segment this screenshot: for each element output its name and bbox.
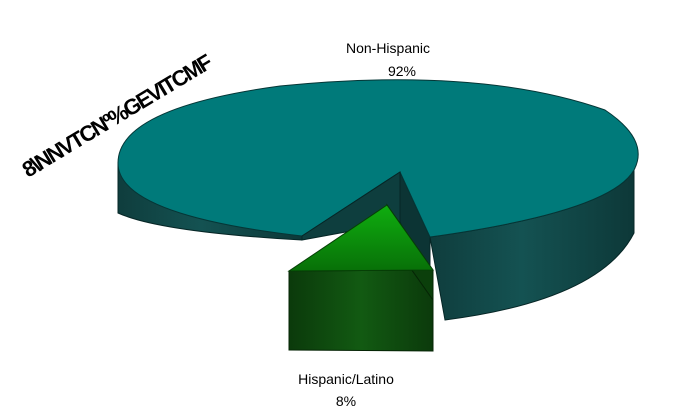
- pie-slice-hispanic-latino: [287, 203, 434, 352]
- slice-label-non-hispanic-name: Non-Hispanic: [346, 40, 430, 56]
- slice-label-non-hispanic-value: 92%: [388, 63, 416, 79]
- pie-slice-hispanic-latino-top: [287, 204, 434, 272]
- pie-slice-hispanic-latino-side: [288, 269, 434, 352]
- slice-label-hispanic-latino-value: 8%: [336, 393, 356, 409]
- pie-slice-non-hispanic-top: [117, 79, 639, 238]
- pie-slice-non-hispanic: [117, 79, 639, 321]
- slice-label-hispanic-latino-name: Hispanic/Latino: [298, 371, 394, 387]
